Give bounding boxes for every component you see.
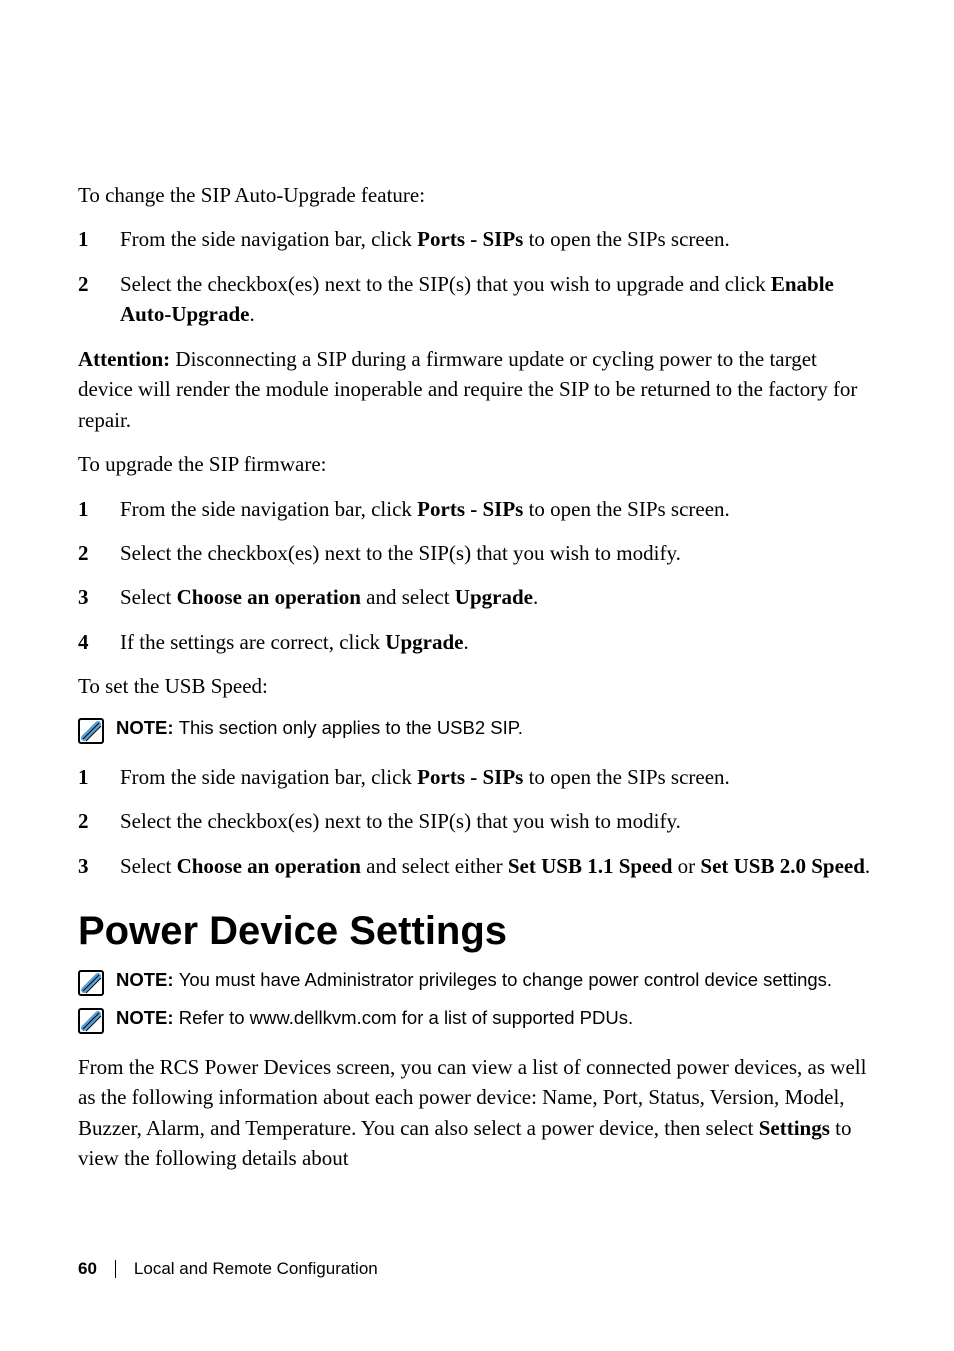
text: or <box>672 854 700 878</box>
note-icon <box>78 970 104 996</box>
text: to open the SIPs screen. <box>523 765 729 789</box>
step-number: 2 <box>78 538 96 568</box>
text: to open the SIPs screen. <box>523 227 729 251</box>
step-number: 1 <box>78 762 96 792</box>
step-body: Select Choose an operation and select ei… <box>120 851 876 881</box>
step-number: 2 <box>78 269 96 330</box>
note-icon <box>78 1008 104 1034</box>
note-body: This section only applies to the USB2 SI… <box>179 717 523 738</box>
bold-text: Set USB 1.1 Speed <box>508 854 673 878</box>
note-body: You must have Administrator privileges t… <box>179 969 832 990</box>
note-row: NOTE: Refer to www.dellkvm.com for a lis… <box>78 1006 876 1034</box>
note-label: NOTE: <box>116 969 179 990</box>
text: Select <box>120 854 177 878</box>
bold-text: Choose an operation <box>177 585 361 609</box>
proc-a-intro: To change the SIP Auto-Upgrade feature: <box>78 180 876 210</box>
text: and select <box>361 585 455 609</box>
text: From the side navigation bar, click <box>120 497 417 521</box>
proc-c-step-3: 3 Select Choose an operation and select … <box>78 851 876 881</box>
page-number: 60 <box>78 1259 97 1279</box>
note-text: NOTE: This section only applies to the U… <box>116 716 523 741</box>
proc-b-intro: To upgrade the SIP firmware: <box>78 449 876 479</box>
proc-b-step-1: 1 From the side navigation bar, click Po… <box>78 494 876 524</box>
note-text: NOTE: Refer to www.dellkvm.com for a lis… <box>116 1006 633 1031</box>
step-number: 1 <box>78 224 96 254</box>
bold-text: Ports - SIPs <box>417 497 523 521</box>
text: . <box>463 630 468 654</box>
note-label: NOTE: <box>116 717 179 738</box>
text: From the side navigation bar, click <box>120 227 417 251</box>
proc-b-step-4: 4 If the settings are correct, click Upg… <box>78 627 876 657</box>
bold-text: Upgrade <box>385 630 463 654</box>
step-body: If the settings are correct, click Upgra… <box>120 627 876 657</box>
text: From the side navigation bar, click <box>120 765 417 789</box>
attention-paragraph: Attention: Disconnecting a SIP during a … <box>78 344 876 435</box>
bold-text: Choose an operation <box>177 854 361 878</box>
step-number: 1 <box>78 494 96 524</box>
text: to open the SIPs screen. <box>523 497 729 521</box>
proc-a-step-1: 1 From the side navigation bar, click Po… <box>78 224 876 254</box>
step-body: From the side navigation bar, click Port… <box>120 224 876 254</box>
proc-a-step-2: 2 Select the checkbox(es) next to the SI… <box>78 269 876 330</box>
proc-b-step-2: 2 Select the checkbox(es) next to the SI… <box>78 538 876 568</box>
note-label: NOTE: <box>116 1007 179 1028</box>
text: and select either <box>361 854 508 878</box>
note-icon <box>78 718 104 744</box>
note-text: NOTE: You must have Administrator privil… <box>116 968 832 993</box>
note-row: NOTE: You must have Administrator privil… <box>78 968 876 996</box>
bold-text: Ports - SIPs <box>417 227 523 251</box>
bold-text: Ports - SIPs <box>417 765 523 789</box>
proc-c-step-2: 2 Select the checkbox(es) next to the SI… <box>78 806 876 836</box>
step-number: 3 <box>78 582 96 612</box>
text: Select the checkbox(es) next to the SIP(… <box>120 809 681 833</box>
page-footer: 60 Local and Remote Configuration <box>78 1259 378 1279</box>
section-heading: Power Device Settings <box>78 909 876 954</box>
footer-section-title: Local and Remote Configuration <box>134 1259 378 1279</box>
step-body: Select the checkbox(es) next to the SIP(… <box>120 806 876 836</box>
attention-text: Disconnecting a SIP during a firmware up… <box>78 347 857 432</box>
text: . <box>250 302 255 326</box>
bold-text: Set USB 2.0 Speed <box>700 854 865 878</box>
text: Select the checkbox(es) next to the SIP(… <box>120 272 771 296</box>
step-number: 4 <box>78 627 96 657</box>
text: Select the checkbox(es) next to the SIP(… <box>120 541 681 565</box>
footer-divider <box>115 1260 116 1278</box>
note-row: NOTE: This section only applies to the U… <box>78 716 876 744</box>
bold-text: Settings <box>759 1116 830 1140</box>
attention-label: Attention: <box>78 347 170 371</box>
note-body: Refer to www.dellkvm.com for a list of s… <box>179 1007 633 1028</box>
step-number: 3 <box>78 851 96 881</box>
step-number: 2 <box>78 806 96 836</box>
power-body: From the RCS Power Devices screen, you c… <box>78 1052 876 1174</box>
step-body: From the side navigation bar, click Port… <box>120 494 876 524</box>
text: . <box>865 854 870 878</box>
bold-text: Upgrade <box>455 585 533 609</box>
step-body: Select the checkbox(es) next to the SIP(… <box>120 538 876 568</box>
text: . <box>533 585 538 609</box>
step-body: Select Choose an operation and select Up… <box>120 582 876 612</box>
text: If the settings are correct, click <box>120 630 385 654</box>
text: From the RCS Power Devices screen, you c… <box>78 1055 866 1140</box>
proc-c-step-1: 1 From the side navigation bar, click Po… <box>78 762 876 792</box>
step-body: Select the checkbox(es) next to the SIP(… <box>120 269 876 330</box>
proc-b-step-3: 3 Select Choose an operation and select … <box>78 582 876 612</box>
step-body: From the side navigation bar, click Port… <box>120 762 876 792</box>
proc-c-intro: To set the USB Speed: <box>78 671 876 701</box>
text: Select <box>120 585 177 609</box>
